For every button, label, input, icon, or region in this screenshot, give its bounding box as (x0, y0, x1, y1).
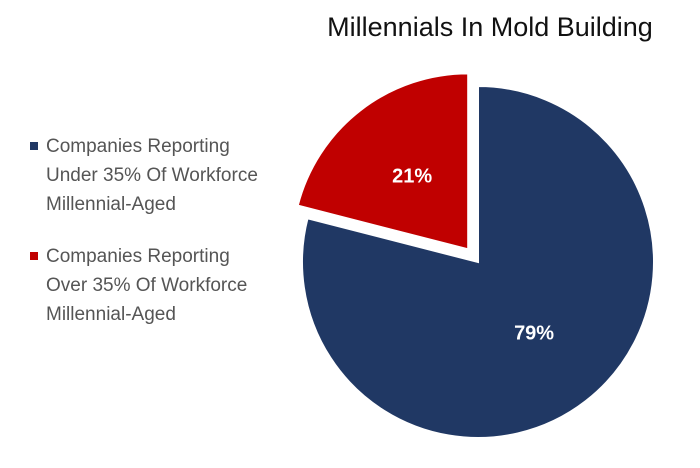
legend-entry-over-35: Companies Reporting Over 35% Of Workforc… (30, 242, 270, 329)
pie-slice-under-35 (301, 84, 655, 439)
data-label-under-35: 79% (514, 323, 554, 345)
legend-swatch-over-35 (30, 252, 38, 260)
legend-label-over-35: Companies Reporting Over 35% Of Workforc… (46, 246, 248, 325)
legend-entry-under-35: Companies Reporting Under 35% Of Workfor… (30, 132, 270, 219)
legend: Companies Reporting Under 35% Of Workfor… (30, 132, 270, 352)
legend-swatch-under-35 (30, 142, 38, 150)
pie-slice-over-35 (296, 72, 470, 251)
legend-label-under-35: Companies Reporting Under 35% Of Workfor… (46, 136, 258, 215)
data-label-over-35: 21% (392, 165, 432, 187)
chart-title: Millennials In Mold Building (327, 12, 653, 42)
